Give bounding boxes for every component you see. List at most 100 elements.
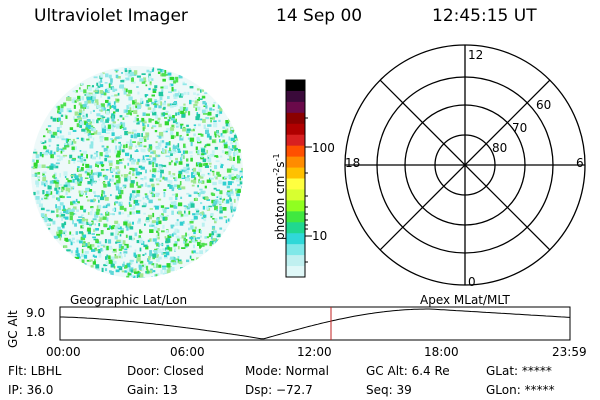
uv-pixel xyxy=(104,158,108,162)
uv-pixel xyxy=(88,123,92,126)
uv-pixel xyxy=(120,79,125,83)
uv-pixel xyxy=(148,199,153,204)
uv-pixel xyxy=(214,205,218,211)
uv-pixel xyxy=(155,276,158,278)
uv-pixel xyxy=(56,208,59,213)
uv-pixel xyxy=(138,120,142,123)
uv-pixel xyxy=(70,174,75,177)
uv-pixel xyxy=(173,204,178,209)
uv-pixel xyxy=(123,87,126,91)
uv-pixel xyxy=(67,238,71,242)
uv-pixel xyxy=(91,207,94,211)
uv-pixel xyxy=(57,158,61,162)
uv-pixel xyxy=(205,249,210,254)
uv-pixel xyxy=(74,146,77,150)
uv-pixel xyxy=(56,233,61,238)
uv-pixel xyxy=(116,150,121,155)
uv-pixel xyxy=(166,269,171,274)
uv-pixel xyxy=(160,205,165,208)
door-info: Door: Closed xyxy=(127,364,204,378)
uv-pixel xyxy=(102,107,106,111)
uv-pixel xyxy=(155,154,160,158)
uv-pixel xyxy=(178,170,183,175)
uv-pixel xyxy=(187,233,190,236)
uv-pixel xyxy=(78,231,83,234)
uv-pixel xyxy=(183,240,186,244)
uv-pixel xyxy=(212,172,215,176)
uv-pixel xyxy=(173,177,177,179)
uv-pixel xyxy=(38,164,42,169)
uv-pixel xyxy=(182,267,186,272)
uv-pixel xyxy=(95,87,99,91)
uv-pixel xyxy=(34,148,37,151)
uv-pixel xyxy=(191,235,196,238)
uv-pixel xyxy=(59,202,64,206)
uv-pixel xyxy=(174,78,179,83)
x-tick-2359: 23:59 xyxy=(552,345,587,359)
uv-pixel xyxy=(219,227,223,230)
uv-pixel xyxy=(59,130,62,134)
uv-pixel xyxy=(41,154,44,158)
uv-pixel xyxy=(196,237,201,240)
uv-pixel xyxy=(43,145,47,150)
uv-pixel xyxy=(201,195,204,198)
uv-pixel xyxy=(211,170,215,173)
uv-pixel xyxy=(161,89,164,93)
uv-pixel xyxy=(149,224,153,227)
uv-pixel xyxy=(192,167,197,172)
uv-pixel xyxy=(87,242,90,246)
uv-pixel xyxy=(233,206,237,210)
uv-pixel xyxy=(55,183,59,188)
uv-pixel xyxy=(63,171,68,176)
uv-pixel xyxy=(209,117,214,120)
uv-pixel xyxy=(210,169,212,172)
uv-pixel xyxy=(86,123,90,127)
uv-pixel xyxy=(138,138,144,142)
uv-pixel xyxy=(174,93,179,97)
uv-pixel xyxy=(190,142,193,147)
uv-pixel xyxy=(214,133,217,138)
uv-pixel xyxy=(87,231,91,235)
uv-pixel xyxy=(87,227,91,232)
colorbar-cell xyxy=(286,255,305,267)
uv-pixel xyxy=(136,114,139,117)
uv-pixel xyxy=(156,178,160,182)
uv-pixel xyxy=(110,194,112,197)
uv-pixel xyxy=(225,123,230,127)
uv-pixel xyxy=(168,141,171,146)
uv-pixel xyxy=(167,150,172,154)
uv-pixel xyxy=(162,102,166,106)
uv-pixel xyxy=(136,132,140,136)
uv-pixel xyxy=(208,205,212,208)
uv-pixel xyxy=(234,141,237,146)
uv-pixel xyxy=(105,99,109,103)
uv-pixel xyxy=(94,195,97,197)
uv-pixel xyxy=(116,239,121,242)
uv-pixel xyxy=(228,145,231,150)
uv-pixel xyxy=(180,124,183,129)
uv-pixel xyxy=(145,84,148,87)
uv-pixel xyxy=(204,165,209,168)
uv-pixel xyxy=(128,69,132,74)
colorbar-tick-10: 10 xyxy=(312,229,328,243)
uv-pixel xyxy=(223,198,226,201)
uv-pixel xyxy=(122,240,126,245)
uv-pixel xyxy=(162,85,166,89)
uv-pixel xyxy=(152,192,154,197)
uv-pixel xyxy=(187,203,192,208)
uv-pixel xyxy=(202,118,206,123)
uv-pixel xyxy=(60,114,64,117)
uv-pixel xyxy=(143,212,146,215)
uv-pixel xyxy=(59,236,62,241)
uv-pixel xyxy=(61,230,64,234)
uv-pixel xyxy=(183,239,188,243)
uv-pixel xyxy=(153,103,157,106)
uv-pixel xyxy=(81,220,87,225)
uv-pixel xyxy=(171,160,173,163)
uv-pixel xyxy=(60,121,63,125)
uv-pixel xyxy=(100,79,103,83)
unit-exp-1: -2 xyxy=(272,167,281,176)
uv-pixel xyxy=(182,83,187,86)
uv-pixel xyxy=(174,135,176,138)
uv-pixel xyxy=(182,106,186,111)
